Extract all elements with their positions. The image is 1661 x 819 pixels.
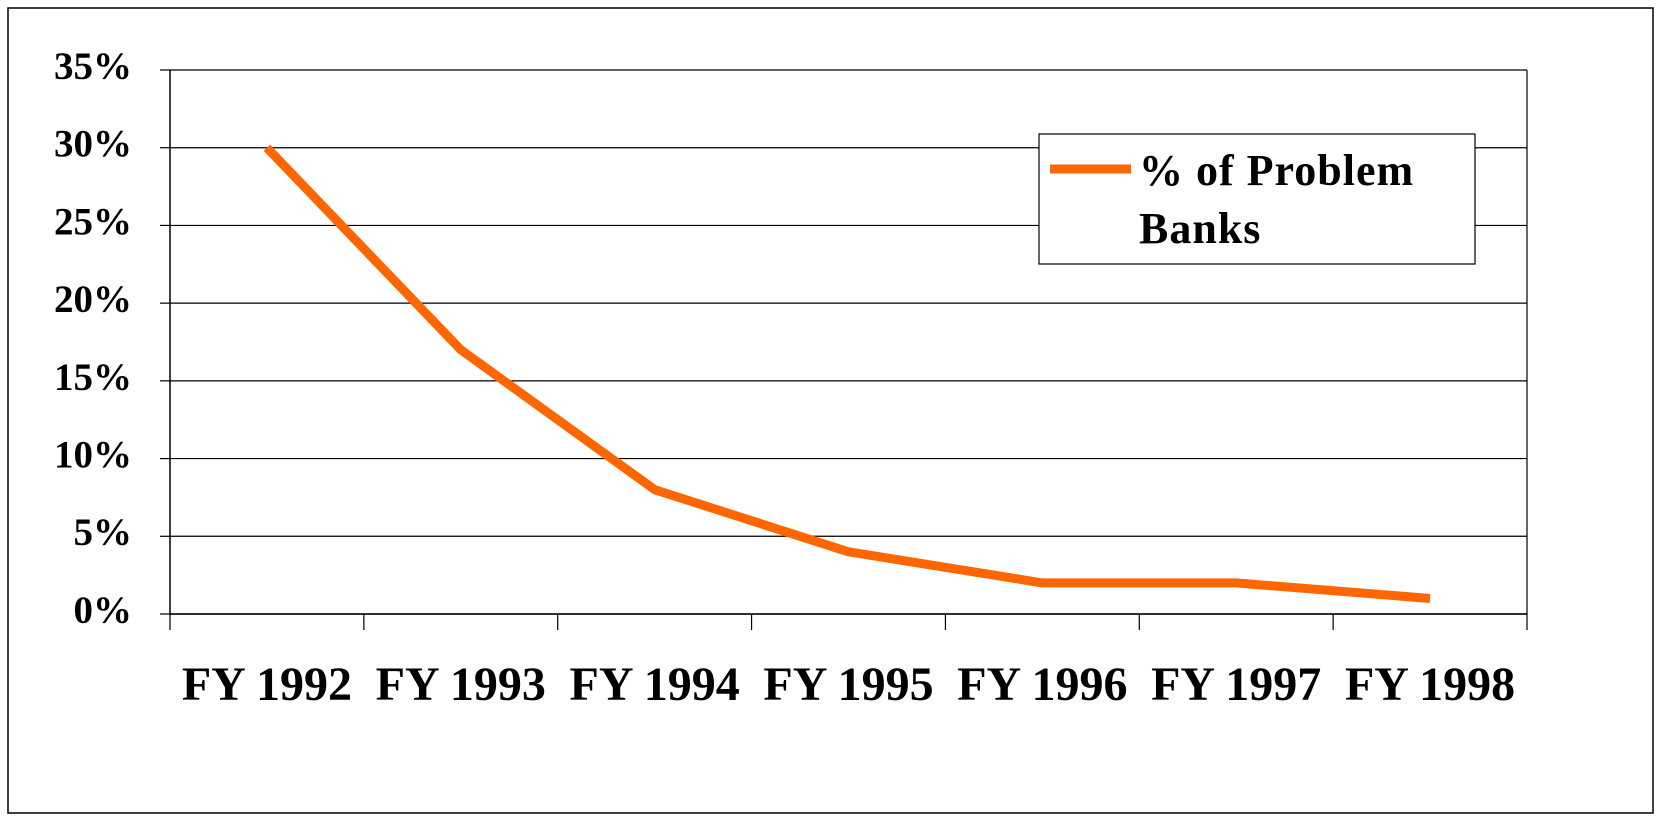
y-tick-label: 15% [54,356,132,399]
line-series [263,144,1431,603]
legend-box [1038,133,1476,265]
y-tick-label: 20% [54,278,132,321]
x-tick-label: FY 1992 [181,658,353,711]
x-tick-label: FY 1997 [1151,658,1322,711]
y-tick-label: 25% [54,200,132,243]
y-tick-label: 35% [54,45,132,88]
x-tick-label: FY 1998 [1344,658,1516,711]
x-tick-label: FY 1996 [957,658,1128,711]
frame [7,7,1654,814]
legend-label: % of Problem Banks [1139,146,1415,253]
x-tick-label: FY 1995 [763,658,934,711]
y-tick-label: 10% [54,434,132,477]
y-tick-label: 30% [54,123,132,166]
x-tick-label: FY 1994 [569,658,740,711]
y-tick-label: 5% [74,511,133,554]
y-tick-label: 0% [74,589,133,632]
x-tick-label: FY 1993 [375,658,546,711]
